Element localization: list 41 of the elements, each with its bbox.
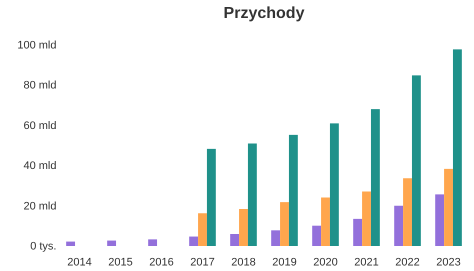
bar xyxy=(394,206,404,246)
bar xyxy=(412,75,421,246)
x-tick-label: 2015 xyxy=(108,256,133,268)
bar xyxy=(403,178,412,246)
bar xyxy=(206,148,216,246)
bar xyxy=(452,49,462,246)
bar xyxy=(66,242,76,246)
bar xyxy=(271,230,280,246)
bar xyxy=(288,134,298,246)
bar xyxy=(239,209,248,246)
x-tick-label: 2018 xyxy=(231,256,256,268)
bar xyxy=(330,123,339,246)
bar xyxy=(189,236,198,246)
x-tick-label: 2020 xyxy=(313,256,338,268)
x-tick-label: 2019 xyxy=(272,256,297,268)
x-tick-label: 2022 xyxy=(395,256,420,268)
y-tick-label: 20 mld xyxy=(23,200,56,212)
y-tick-label: 40 mld xyxy=(23,160,56,172)
x-tick-label: 2014 xyxy=(67,256,92,268)
bar xyxy=(107,240,116,246)
bar xyxy=(435,194,444,246)
x-tick-label: 2016 xyxy=(149,256,174,268)
bar xyxy=(230,234,240,246)
x-tick-label: 2023 xyxy=(436,256,461,268)
y-tick-label: 0 tys. xyxy=(30,240,56,252)
chart-title: Przychody xyxy=(224,5,305,22)
bar xyxy=(148,239,158,246)
x-tick-label: 2017 xyxy=(190,256,215,268)
bar xyxy=(280,202,289,246)
y-tick-label: 100 mld xyxy=(17,40,56,52)
bar xyxy=(312,226,322,246)
bar xyxy=(353,218,362,246)
bar xyxy=(198,213,207,246)
y-tick-label: 60 mld xyxy=(23,120,56,132)
x-tick-label: 2021 xyxy=(354,256,379,268)
bar xyxy=(370,109,380,246)
bar xyxy=(444,168,453,246)
bar xyxy=(362,192,371,246)
bar xyxy=(248,143,257,246)
bar xyxy=(321,198,330,246)
y-tick-label: 80 mld xyxy=(23,80,56,92)
